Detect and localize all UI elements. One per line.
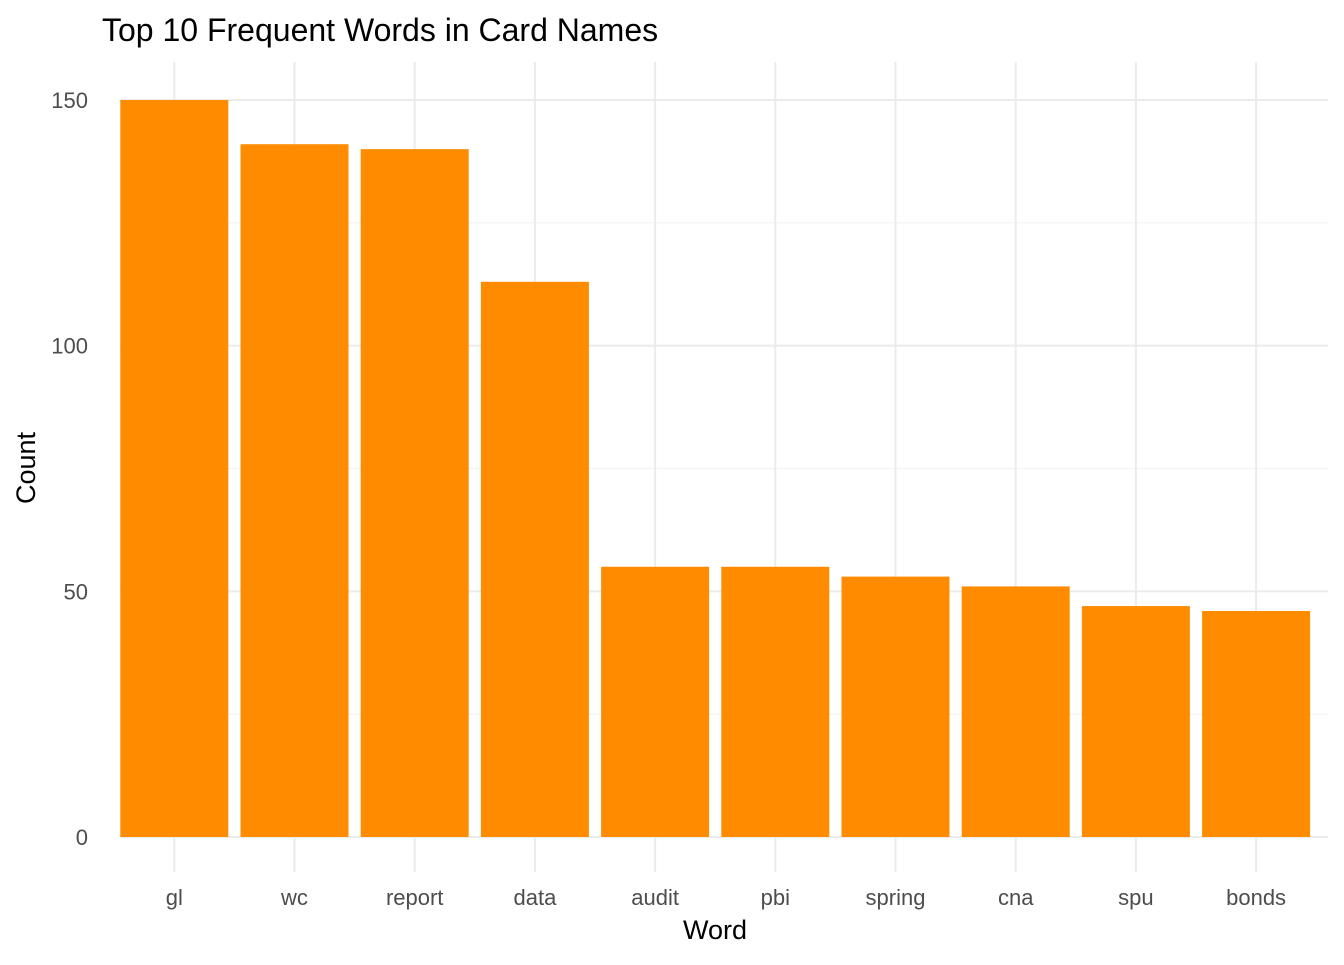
- x-tick-label: data: [513, 885, 557, 910]
- bar-spu: [1081, 606, 1190, 837]
- x-tick-label: audit: [631, 885, 679, 910]
- x-tick-label: wc: [280, 885, 308, 910]
- bar-wc: [240, 144, 349, 838]
- bar-gl: [120, 100, 229, 837]
- bar-cna: [961, 586, 1070, 837]
- bar-layer: [120, 100, 1311, 838]
- x-tick-label: spu: [1118, 885, 1153, 910]
- x-tick-label: cna: [998, 885, 1034, 910]
- x-axis-title: Word: [683, 915, 747, 945]
- y-tick-label: 100: [51, 334, 88, 359]
- bar-audit: [601, 566, 710, 837]
- bar-data: [480, 281, 589, 837]
- bar-pbi: [721, 566, 830, 837]
- bar-bonds: [1202, 610, 1311, 837]
- x-tick-label: bonds: [1226, 885, 1286, 910]
- bar-report: [360, 149, 469, 838]
- x-tick-label: pbi: [761, 885, 790, 910]
- y-axis-title: Count: [11, 431, 41, 504]
- y-tick-label: 0: [76, 825, 88, 850]
- tick-label-layer: 0 50 100 150 gl wc report data audit pbi spring cna…: [51, 88, 1286, 910]
- y-tick-label: 150: [51, 88, 88, 113]
- bar-spring: [841, 576, 950, 837]
- y-tick-label: 50: [64, 579, 88, 604]
- x-tick-label: gl: [166, 885, 183, 910]
- x-tick-label: spring: [866, 885, 926, 910]
- chart-title: Top 10 Frequent Words in Card Names: [102, 12, 658, 48]
- x-tick-label: report: [386, 885, 443, 910]
